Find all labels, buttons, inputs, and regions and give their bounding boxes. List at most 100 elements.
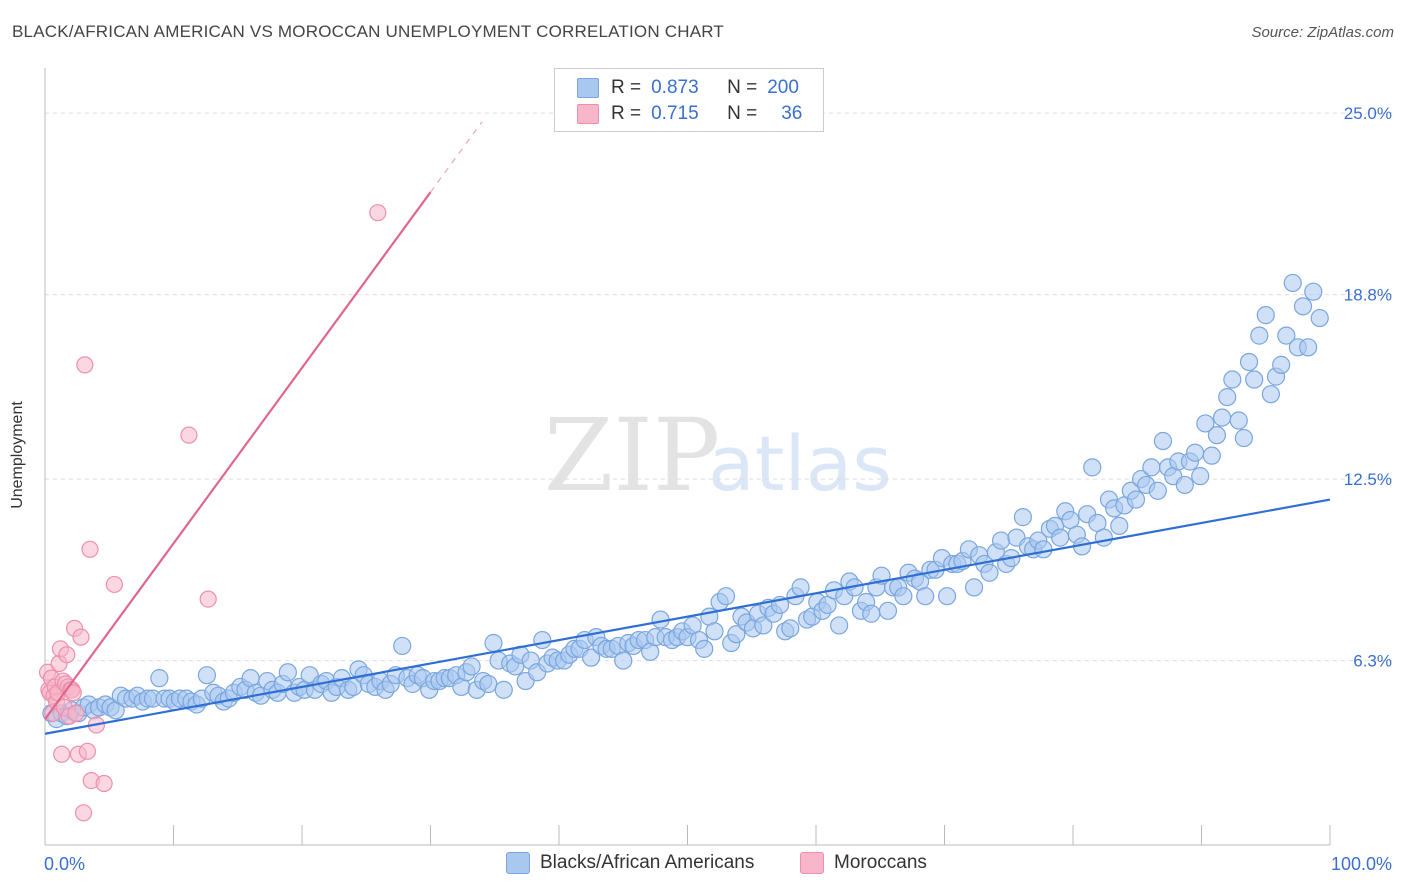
blacks-point bbox=[1304, 282, 1323, 301]
y-tick-labels: 6.3% 12.5% 18.8% 25.0% bbox=[1344, 104, 1392, 670]
blacks-point bbox=[1051, 528, 1070, 547]
blacks-point bbox=[1223, 370, 1242, 389]
x-tick-label-max: 100.0% bbox=[1331, 854, 1392, 874]
moroccans-point bbox=[53, 745, 71, 763]
blacks-point bbox=[937, 587, 957, 606]
moroccans-point bbox=[74, 804, 93, 822]
moroccans-point bbox=[67, 704, 85, 722]
blacks-point bbox=[830, 616, 849, 635]
blacks-point bbox=[494, 680, 513, 699]
blacks-point bbox=[1202, 446, 1221, 465]
blacks-point bbox=[1110, 516, 1129, 536]
blacks-points bbox=[42, 273, 1329, 729]
blacks-point bbox=[1207, 426, 1227, 445]
blacks-point bbox=[533, 630, 552, 650]
blacks-point bbox=[991, 531, 1011, 550]
blacks-point bbox=[1142, 458, 1161, 477]
blacks-point bbox=[1013, 508, 1032, 527]
legend-row-blacks: R = 0.873 N = 200 bbox=[577, 76, 799, 100]
moroccans-point bbox=[180, 426, 198, 444]
y-tick-label: 6.3% bbox=[1353, 652, 1392, 671]
series-legend: Blacks/African Americans Moroccans bbox=[0, 852, 1406, 878]
legend-row-moroccans: R = 0.715 N = 36 bbox=[577, 102, 802, 126]
moroccans-point bbox=[199, 590, 217, 608]
blacks-point bbox=[484, 633, 503, 653]
blacks-point bbox=[1310, 308, 1329, 328]
blacks-point bbox=[1094, 528, 1113, 547]
blacks-point bbox=[894, 587, 913, 606]
blacks-point bbox=[1234, 428, 1254, 448]
blacks-point bbox=[1293, 297, 1313, 316]
blacks-point bbox=[1148, 481, 1167, 500]
blacks-point bbox=[462, 657, 481, 676]
moroccans-points bbox=[38, 204, 387, 822]
blacks-point bbox=[1256, 306, 1275, 325]
chart-title: BLACK/AFRICAN AMERICAN VS MOROCCAN UNEMP… bbox=[12, 22, 724, 41]
legend-swatch-blacks bbox=[506, 852, 530, 874]
correlation-legend: R = 0.873 N = 200 R = 0.715 N = 36 bbox=[554, 68, 824, 132]
moroccans-point bbox=[58, 646, 76, 664]
blacks-point bbox=[1212, 408, 1232, 427]
legend-r-label: R = bbox=[611, 77, 642, 98]
blacks-point bbox=[393, 636, 412, 656]
legend-label-blacks: Blacks/African Americans bbox=[540, 852, 755, 873]
watermark-atlas: atlas bbox=[708, 419, 892, 508]
y-tick-label: 12.5% bbox=[1344, 470, 1392, 489]
moroccans-point bbox=[81, 540, 99, 558]
blacks-point bbox=[1239, 352, 1259, 372]
trend-lines bbox=[44, 121, 1331, 735]
blacks-trend-line bbox=[44, 498, 1331, 735]
blacks-point bbox=[980, 563, 999, 582]
blacks-point bbox=[1218, 387, 1237, 407]
blacks-point bbox=[781, 619, 800, 638]
y-tick-label: 18.8% bbox=[1344, 286, 1392, 305]
moroccans-point bbox=[105, 575, 123, 594]
legend-n-value: 200 bbox=[767, 77, 799, 98]
legend-r-value: 0.715 bbox=[651, 103, 699, 124]
legend-n-label: N = bbox=[727, 103, 758, 124]
watermark: ZIP atlas bbox=[544, 397, 892, 514]
legend-label-moroccans: Moroccans bbox=[834, 852, 927, 873]
blacks-point bbox=[1272, 355, 1291, 374]
x-tick-labels: 0.0% 100.0% bbox=[44, 854, 1392, 874]
blacks-point bbox=[1175, 475, 1194, 495]
legend-r-label: R = bbox=[611, 103, 642, 124]
blacks-point bbox=[1261, 385, 1280, 404]
axes bbox=[44, 68, 1331, 846]
blacks-point bbox=[964, 578, 984, 597]
blacks-point bbox=[1191, 467, 1210, 486]
moroccans-point bbox=[72, 628, 90, 646]
legend-swatch-moroccans bbox=[577, 104, 599, 124]
blacks-point bbox=[727, 625, 746, 644]
legend-item-moroccans[interactable]: Moroccans bbox=[800, 852, 927, 874]
blacks-point bbox=[791, 578, 810, 597]
blacks-point bbox=[862, 604, 881, 623]
blacks-point bbox=[705, 622, 724, 641]
blacks-point bbox=[916, 587, 935, 606]
blacks-point bbox=[878, 601, 898, 620]
blacks-point bbox=[582, 648, 601, 667]
blacks-point bbox=[197, 666, 217, 685]
grid-lines bbox=[45, 112, 1392, 662]
blacks-point bbox=[1277, 326, 1296, 345]
moroccans-trend-extension bbox=[430, 121, 483, 193]
blacks-point bbox=[150, 669, 169, 688]
blacks-point bbox=[614, 651, 633, 670]
moroccans-point bbox=[76, 356, 94, 374]
watermark-zip: ZIP bbox=[544, 397, 720, 514]
blacks-point bbox=[278, 663, 297, 682]
blacks-point bbox=[1299, 338, 1318, 357]
blacks-point bbox=[695, 639, 714, 658]
blacks-point bbox=[1185, 443, 1205, 462]
legend-item-blacks[interactable]: Blacks/African Americans bbox=[506, 852, 754, 874]
moroccans-point bbox=[78, 742, 97, 760]
blacks-point bbox=[479, 674, 498, 694]
blacks-point bbox=[716, 587, 736, 606]
blacks-point bbox=[754, 616, 773, 635]
blacks-point bbox=[1034, 540, 1053, 559]
moroccans-point bbox=[95, 774, 113, 793]
blacks-point bbox=[1196, 414, 1215, 433]
blacks-point bbox=[1245, 370, 1264, 389]
legend-swatch-blacks bbox=[577, 78, 599, 98]
